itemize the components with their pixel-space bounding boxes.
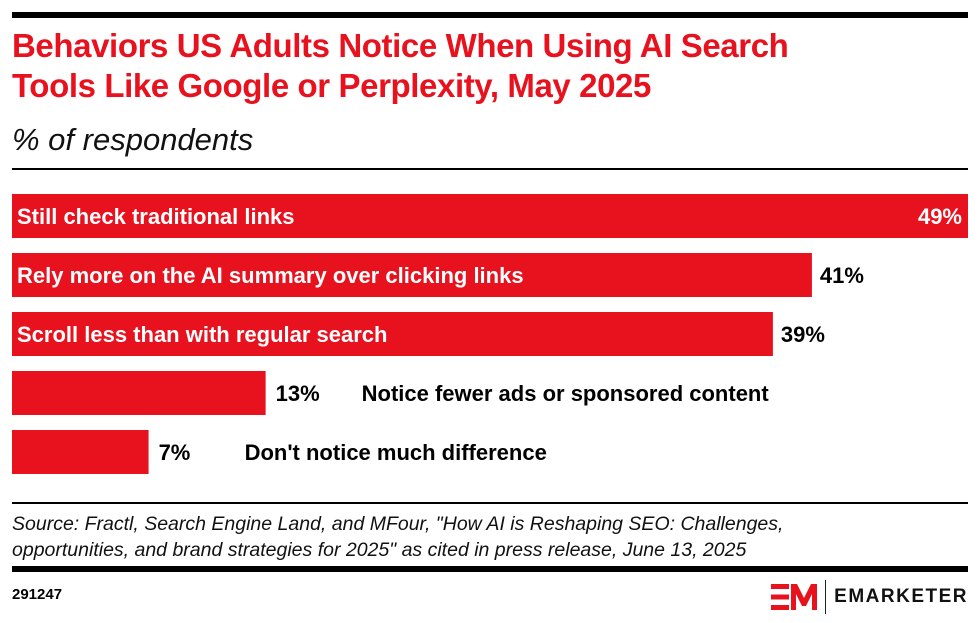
category-label: Notice fewer ads or sponsored content (362, 381, 770, 406)
value-label: 39% (781, 322, 825, 347)
category-label: Rely more on the AI summary over clickin… (17, 263, 524, 288)
em-logo-icon (770, 584, 817, 610)
value-label: 41% (820, 263, 864, 288)
title-line-2: Tools Like Google or Perplexity, May 202… (12, 67, 651, 104)
chart-id: 291247 (12, 586, 63, 603)
header-divider (12, 168, 968, 170)
bar (12, 430, 149, 474)
bar-chart: Still check traditional links 49% Rely mor… (12, 194, 968, 474)
bar (12, 371, 266, 415)
source-line-2: opportunities, and brand strategies for … (12, 539, 747, 561)
bar (12, 194, 968, 238)
chart-title: Behaviors US Adults Notice When Using AI… (12, 26, 972, 106)
footer-divider (12, 502, 968, 504)
value-label: 13% (276, 381, 320, 406)
bar-group: Notice fewer ads or sponsored content 13% (12, 371, 769, 415)
brand-name: EMARKETER (834, 586, 968, 607)
category-label: Scroll less than with regular search (17, 322, 387, 347)
chart-subtitle: % of respondents (12, 122, 254, 157)
bar (12, 312, 773, 356)
bar-group: Scroll less than with regular search 39% (12, 312, 825, 356)
source-note: Source: Fractl, Search Engine Land, and … (12, 511, 972, 563)
emarketer-logo: EMARKETER (770, 580, 968, 614)
title-line-1: Behaviors US Adults Notice When Using AI… (12, 27, 789, 64)
top-rule (12, 12, 968, 18)
source-line-1: Source: Fractl, Search Engine Land, and … (12, 513, 784, 535)
footer-rule (12, 566, 968, 572)
bar-group: Don't notice much difference 7% (12, 430, 547, 474)
category-label: Still check traditional links (17, 204, 295, 229)
logo-separator (824, 580, 827, 614)
category-label: Don't notice much difference (245, 440, 547, 465)
bar-group: Rely more on the AI summary over clickin… (12, 253, 864, 297)
bar-group: Still check traditional links 49% (12, 194, 968, 238)
value-label: 49% (918, 204, 962, 229)
bar (12, 253, 812, 297)
value-label: 7% (159, 440, 191, 465)
